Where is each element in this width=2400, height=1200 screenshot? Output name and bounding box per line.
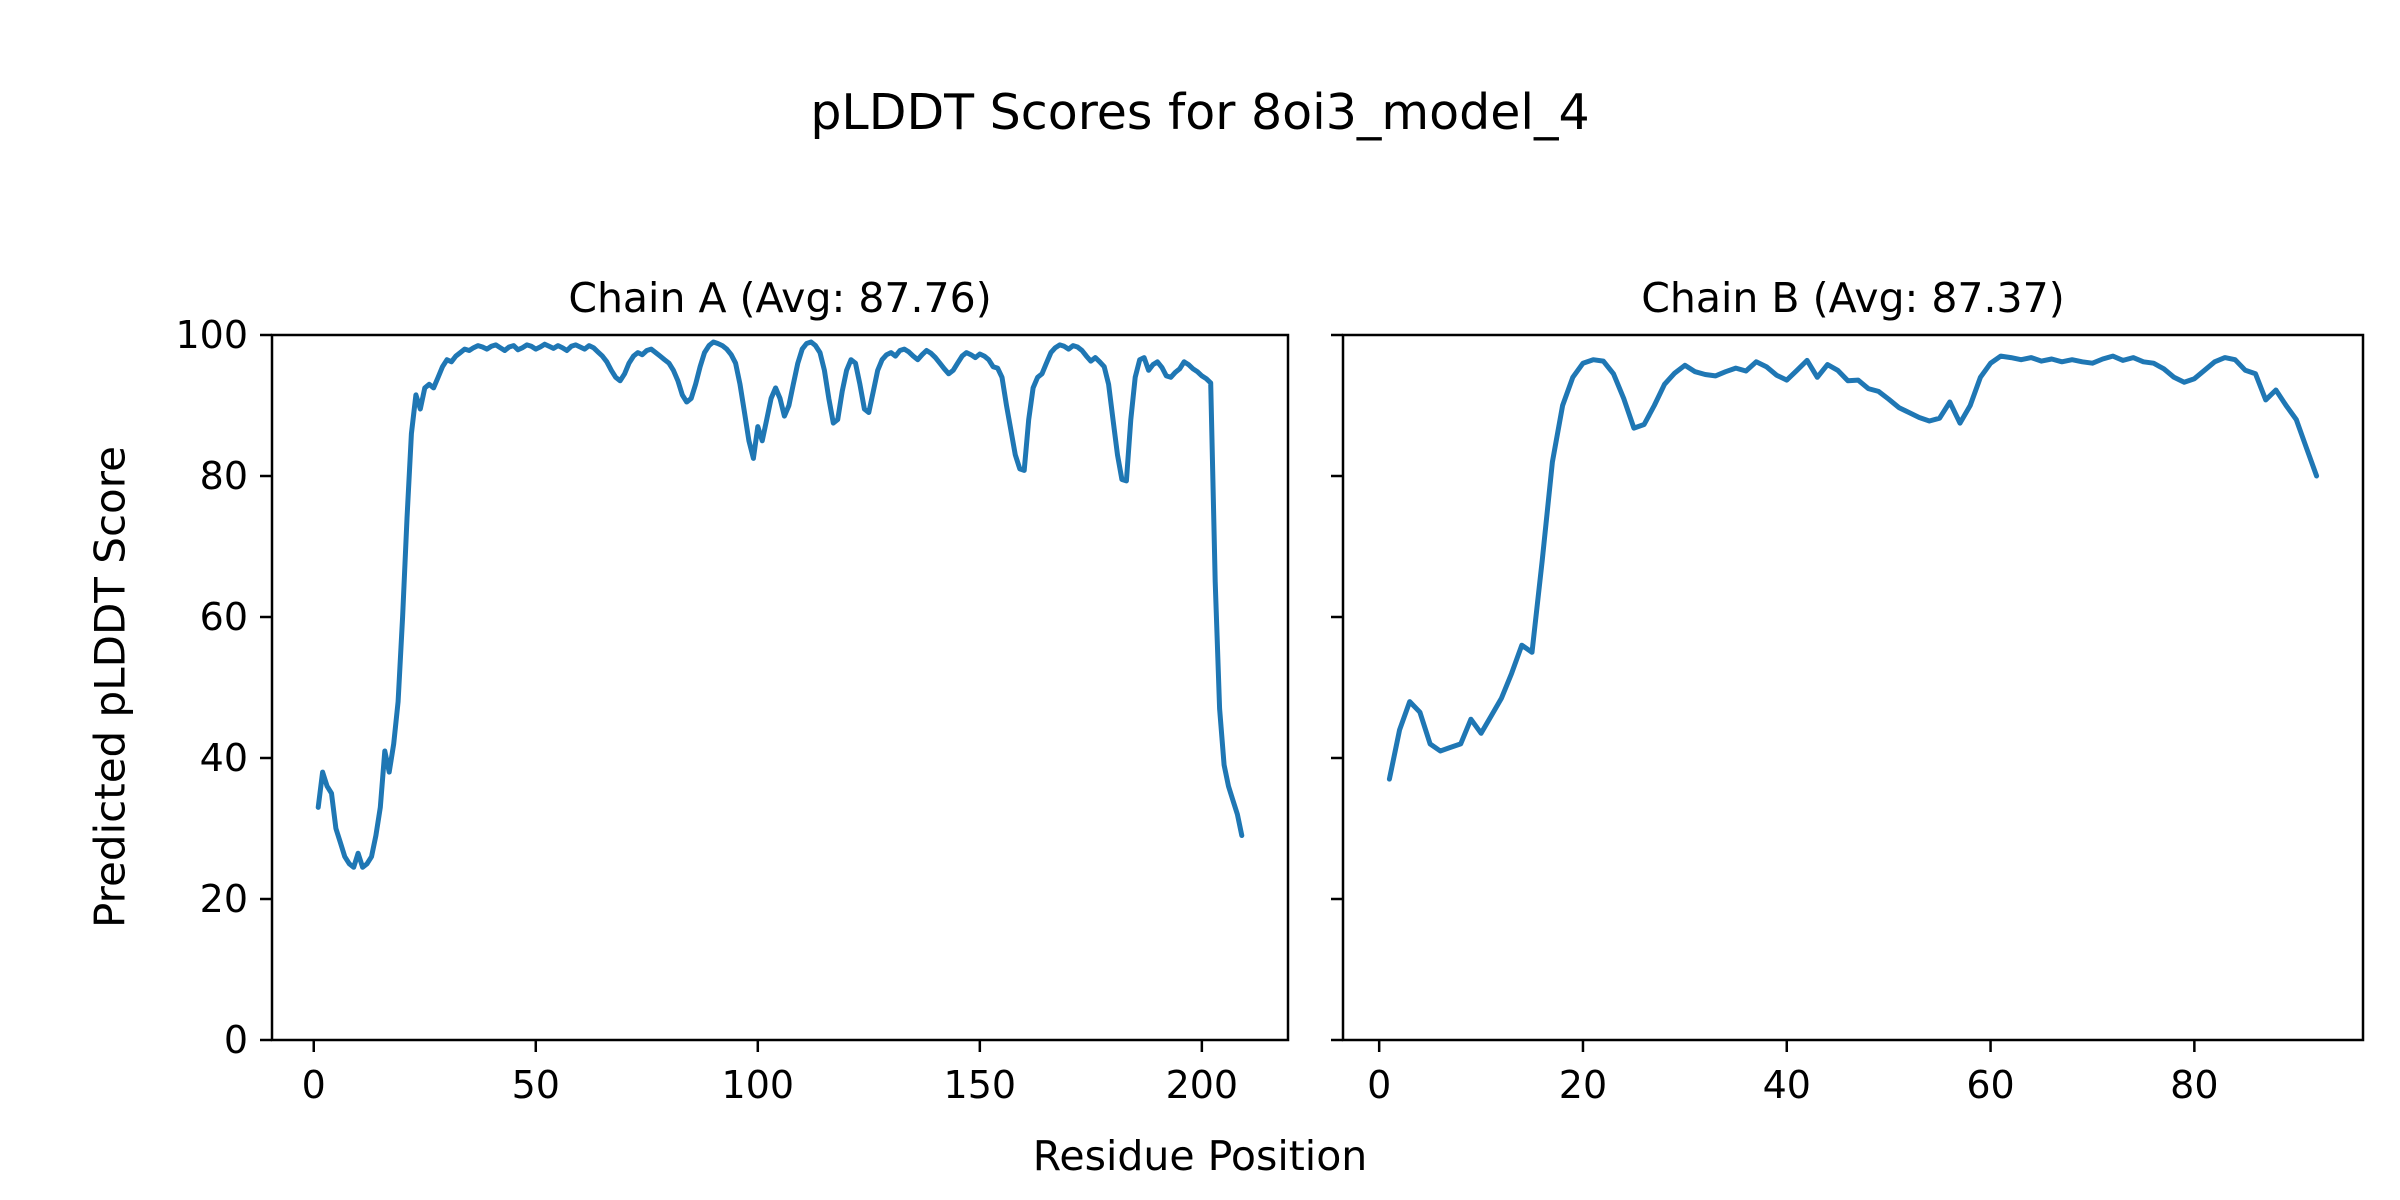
chain-a-line — [315, 339, 1245, 870]
x-tick-label: 50 — [512, 1063, 560, 1107]
axes-spines — [270, 333, 1290, 1042]
chain-b-plot: 0 20 40 60 80 — [1331, 333, 2365, 1107]
chain-b-title: Chain B (Avg: 87.37) — [1641, 274, 2065, 322]
x-axis-label: Residue Position — [1032, 1132, 1368, 1180]
x-tick-label: 150 — [944, 1063, 1017, 1107]
y-tick-label: 80 — [200, 454, 248, 498]
y-tick-label: 0 — [224, 1018, 248, 1062]
chain-a-plot: 0 50 100 150 200 0 20 40 60 80 100 — [175, 313, 1290, 1107]
figure-title: pLDDT Scores for 8oi3_model_4 — [810, 84, 1590, 141]
x-tick-label: 80 — [2170, 1063, 2218, 1107]
y-tick-label: 100 — [175, 313, 248, 357]
x-tick-label: 0 — [1367, 1063, 1391, 1107]
x-tick-label: 100 — [722, 1063, 795, 1107]
x-tick-label: 60 — [1966, 1063, 2014, 1107]
y-tick-label: 40 — [200, 736, 248, 780]
chain-a-title: Chain A (Avg: 87.76) — [568, 274, 992, 322]
x-tick-label: 200 — [1166, 1063, 1239, 1107]
x-tick-label: 0 — [302, 1063, 326, 1107]
x-tick-label: 20 — [1559, 1063, 1607, 1107]
chain-b-line — [1386, 353, 2320, 782]
y-tick-label: 60 — [200, 595, 248, 639]
axes-spines — [1341, 333, 2365, 1042]
y-tick-label: 20 — [200, 877, 248, 921]
x-tick-label: 40 — [1763, 1063, 1811, 1107]
